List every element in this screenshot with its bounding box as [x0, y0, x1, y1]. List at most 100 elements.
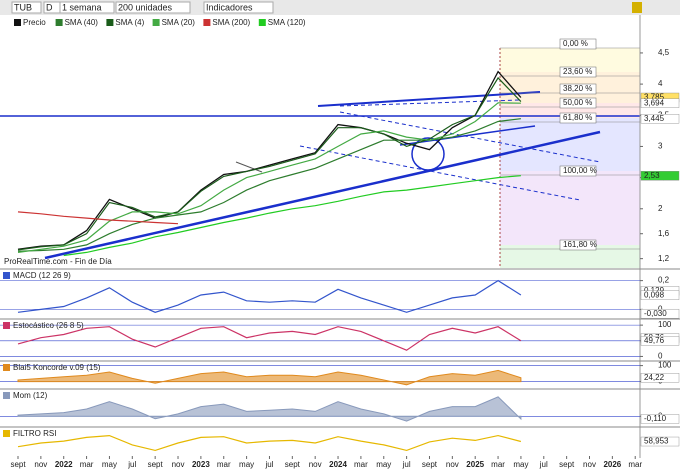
fib-zone: [500, 245, 640, 268]
price-tag-label: 24,22: [644, 373, 665, 382]
x-tick-label: sept: [10, 460, 26, 469]
legend-label: SMA (120): [268, 18, 306, 27]
source: ProRealTime.com - Fin de Día: [4, 257, 112, 266]
indicator-icon: [3, 430, 10, 437]
fib-label-box: [559, 112, 597, 124]
x-tick-label: 2024: [329, 460, 347, 469]
toolbar-label[interactable]: 200 unidades: [118, 2, 173, 12]
series-line: [17, 118, 521, 252]
x-tick-label: jul: [127, 460, 136, 469]
toolbar-label[interactable]: TUB: [14, 2, 32, 12]
price-tag: [640, 436, 680, 447]
x-tick-label: may: [239, 460, 254, 469]
price-tag-label: 3,694: [644, 98, 665, 107]
trend-line: [44, 130, 601, 260]
x-tick-label: sept: [285, 460, 301, 469]
fib-zones: [499, 48, 640, 268]
price-tag-label: 3,445: [644, 114, 665, 123]
legend-label: SMA (4): [115, 18, 144, 27]
y-tick-label: 3: [658, 142, 663, 151]
fib-zone: [500, 171, 640, 245]
dashed-line: [339, 99, 521, 107]
y-tick-label: 1,6: [658, 229, 670, 238]
legend-swatch: [203, 19, 211, 26]
toolbar-label[interactable]: Indicadores: [206, 2, 253, 12]
price-tag: [640, 114, 680, 124]
y-tick-label: 4: [658, 79, 663, 88]
x-tick-label: sept: [559, 460, 575, 469]
y-tick-label: 2: [658, 204, 663, 213]
x-tick-label: 2026: [603, 460, 621, 469]
indicator-title: FILTRO RSI: [13, 429, 56, 438]
price-tag: [640, 373, 680, 383]
x-tick-label: mar: [628, 460, 642, 469]
y-tick-label: 100: [658, 361, 672, 370]
series-line: [17, 326, 522, 351]
indicator-title: Mom (12): [13, 391, 48, 400]
fib-label-box: [559, 38, 597, 50]
x-tick-label: nov: [172, 460, 185, 469]
legend-swatch: [152, 19, 160, 26]
y-tick-label: 0,2: [658, 276, 670, 285]
dashed-line: [299, 145, 581, 201]
x-tick-label: jul: [539, 460, 548, 469]
area: [17, 396, 522, 422]
highlight-circle: [411, 137, 445, 171]
x-tick-label: mar: [217, 460, 231, 469]
y-tick-label: 4,5: [658, 48, 670, 57]
x-tick-label: nov: [34, 460, 47, 469]
series-line: [17, 434, 522, 452]
legend-swatch: [258, 19, 266, 26]
legend-label: Precio: [23, 18, 46, 27]
series-line: [17, 102, 521, 253]
price-tag: [640, 414, 680, 424]
x-tick-label: nov: [309, 460, 322, 469]
price-tag-label: -0,110: [644, 414, 667, 423]
x-tick-label: sept: [148, 460, 164, 469]
dashed-line: [339, 111, 601, 163]
y-tick-label: 0: [658, 304, 663, 313]
series-line: [17, 70, 522, 250]
price-tag: [640, 336, 680, 346]
toolbar-button[interactable]: [115, 1, 191, 14]
indicator-icon: [3, 322, 10, 329]
indicator-title: MACD (12 26 9): [13, 271, 71, 280]
y-tick-label: 0: [658, 352, 663, 361]
x-tick-label: sept: [422, 460, 438, 469]
drawn-line: [235, 161, 263, 173]
fib-label: 100,00 %: [563, 166, 597, 175]
y-tick-label: 100: [658, 320, 672, 329]
toolbar-items: TUB D 1 semana 200 unidades Indicadores: [11, 1, 274, 14]
legend-swatch: [55, 19, 63, 26]
area: [17, 369, 522, 386]
price-tag: [640, 308, 680, 319]
window-button: [632, 2, 642, 13]
y-tick-label: 1,2: [658, 254, 670, 263]
price-tag-label: 49,76: [644, 336, 665, 345]
toolbar-label[interactable]: D: [46, 2, 53, 12]
toolbar-button[interactable]: [203, 1, 274, 14]
series-line: [17, 211, 179, 225]
toolbar-button[interactable]: [11, 1, 42, 14]
price-tag-label: 3,785: [644, 93, 665, 102]
legend-swatch: [106, 19, 114, 26]
x-tick-label: jul: [264, 460, 273, 469]
trend-line: [317, 91, 541, 107]
toolbar-label[interactable]: 1 semana: [62, 2, 102, 12]
fib-label-box: [559, 165, 597, 177]
x-tick-label: nov: [583, 460, 596, 469]
price-tag-label: -0,030: [644, 309, 667, 318]
x-tick-label: 2023: [192, 460, 210, 469]
toolbar-button[interactable]: [59, 1, 115, 14]
indicator-title: Estocástico (26 8 5): [13, 321, 84, 330]
x-tick-label: mar: [80, 460, 94, 469]
fib-label-box: [559, 97, 597, 109]
price-tag-label: 0,129: [644, 286, 665, 295]
price-tag-label: 58,953: [644, 437, 669, 446]
x-tick-label: nov: [446, 460, 459, 469]
price-tag: [640, 171, 680, 181]
fib-label-box: [559, 83, 597, 95]
series-line: [17, 76, 522, 251]
indicator-icon: [3, 364, 10, 371]
